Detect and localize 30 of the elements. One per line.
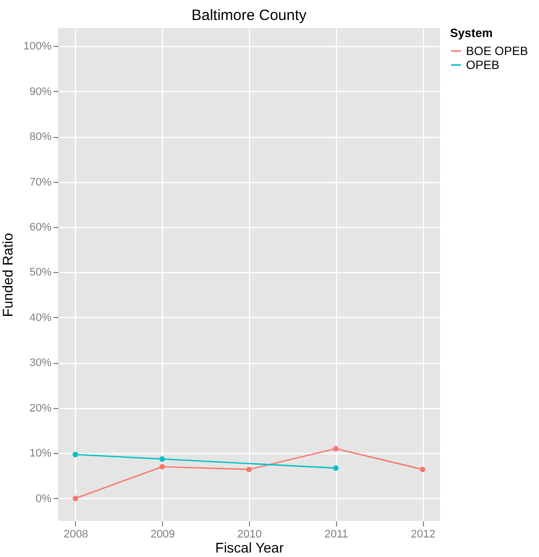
point xyxy=(246,466,252,472)
y-tick-label: 10% xyxy=(29,448,52,460)
x-tick-label: 2011 xyxy=(324,528,348,540)
legend-label: BOE OPEB xyxy=(466,44,528,58)
chart-title: Baltimore County xyxy=(191,7,308,24)
x-axis-title: Fiscal Year xyxy=(215,540,284,556)
y-tick-label: 80% xyxy=(29,131,52,144)
point xyxy=(333,465,339,471)
legend-title: System xyxy=(450,26,493,40)
x-tick-label: 2009 xyxy=(150,528,175,540)
y-tick-label: 0% xyxy=(36,492,52,505)
x-tick-label: 2012 xyxy=(410,528,436,540)
y-tick-label: 40% xyxy=(29,312,52,324)
y-tick-label: 20% xyxy=(29,402,52,414)
point xyxy=(333,446,339,452)
point xyxy=(159,464,165,470)
y-tick-label: 30% xyxy=(29,357,52,370)
y-tick-label: 90% xyxy=(29,86,52,98)
x-tick-label: 2008 xyxy=(64,528,88,540)
point xyxy=(72,452,78,458)
y-tick-label: 50% xyxy=(29,266,52,279)
legend-label: OPEB xyxy=(466,58,500,72)
y-tick-label: 60% xyxy=(29,222,52,234)
point xyxy=(420,466,426,472)
point xyxy=(159,456,165,462)
y-axis-title: Funded Ratio xyxy=(0,232,16,318)
y-tick-label: 70% xyxy=(29,176,52,188)
point xyxy=(72,496,78,502)
x-tick-label: 2010 xyxy=(237,528,262,540)
y-tick-label: 100% xyxy=(23,40,52,53)
